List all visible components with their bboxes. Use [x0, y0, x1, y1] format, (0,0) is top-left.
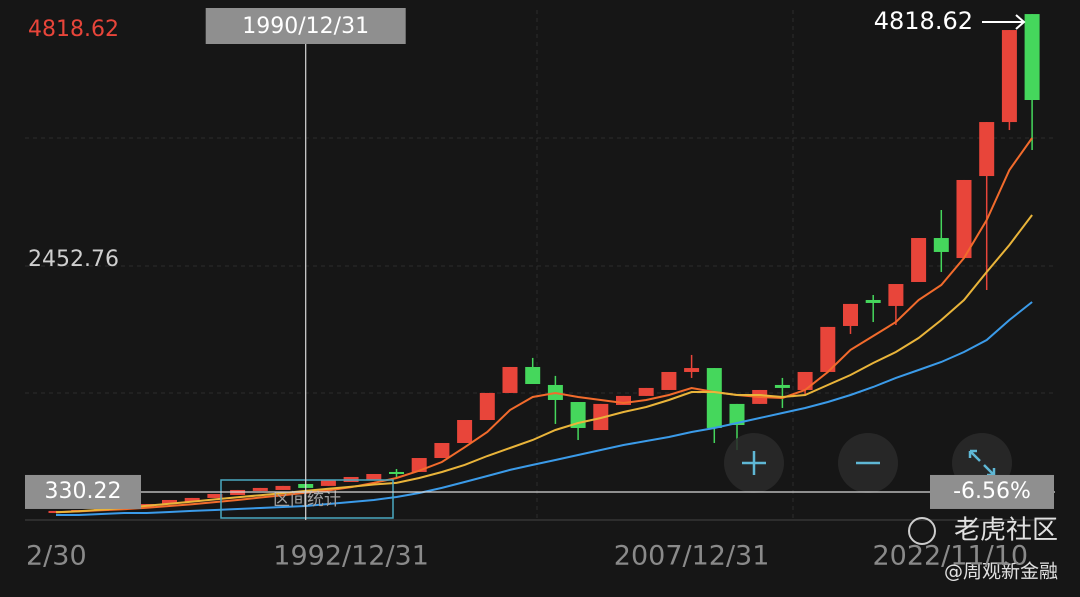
- candle-body: [706, 368, 722, 428]
- x-tick-label: 2007/12/31: [614, 541, 770, 572]
- fullscreen-icon: [968, 449, 996, 477]
- crosshair-date-box: [205, 8, 406, 44]
- candle-body: [729, 403, 745, 426]
- last-arrow: [982, 14, 1026, 30]
- crosshair-value-box: [25, 474, 141, 509]
- watermark-logo: [908, 517, 936, 545]
- candle-body: [843, 303, 858, 326]
- candle-body: [502, 366, 518, 393]
- moving-average: [56, 301, 1033, 516]
- candle-body: [956, 179, 972, 259]
- candle-body: [389, 471, 404, 474]
- range-button-label[interactable]: 区间统计: [273, 490, 341, 510]
- x-tick-label: 2/30: [26, 541, 87, 572]
- candle-body: [320, 479, 336, 486]
- range-button[interactable]: [220, 479, 394, 519]
- candle-body: [888, 284, 904, 306]
- author: @周观新金融: [944, 561, 1058, 583]
- plot: [48, 14, 1040, 516]
- candle-body: [184, 497, 200, 503]
- crosshair-change-box: [930, 474, 1054, 509]
- max-label: 4818.62: [28, 17, 119, 42]
- candle-body: [525, 366, 541, 385]
- crosshair-change: -6.56%: [953, 479, 1031, 504]
- candle-body: [616, 395, 631, 405]
- grid: [25, 10, 1055, 520]
- x-tick-label: 2022/11/10: [872, 541, 1028, 572]
- moving-average: [55, 214, 1033, 514]
- candle-body: [252, 487, 268, 491]
- watermark: 老虎社区: [954, 516, 1058, 546]
- candle-body: [820, 326, 836, 372]
- candle-body: [162, 499, 177, 505]
- candle-body: [207, 494, 223, 498]
- crosshair-date: 1990/12/31: [242, 14, 369, 39]
- candle-body: [479, 392, 495, 421]
- candle-body: [911, 238, 927, 282]
- candle-body: [774, 384, 790, 388]
- crosshair-value: 330.22: [45, 479, 122, 504]
- mid-label: 2452.76: [28, 247, 119, 272]
- candle-body: [684, 368, 700, 372]
- candle-body: [275, 485, 291, 490]
- moving-average: [55, 137, 1033, 514]
- candle-body: [638, 387, 654, 396]
- candle-body: [434, 443, 450, 459]
- candle-body: [1024, 14, 1040, 101]
- candle-body: [1001, 30, 1017, 123]
- candle-body: [457, 420, 473, 444]
- candle-body: [366, 473, 382, 480]
- x-tick-label: 1992/12/31: [273, 541, 429, 572]
- candle-body: [661, 371, 677, 390]
- zoom-in-icon: [742, 451, 766, 475]
- candle-body: [933, 238, 949, 252]
- last-label: 4818.62: [874, 7, 973, 35]
- candle-body: [979, 122, 995, 177]
- candle-body: [797, 371, 813, 390]
- candle-body: [865, 299, 881, 303]
